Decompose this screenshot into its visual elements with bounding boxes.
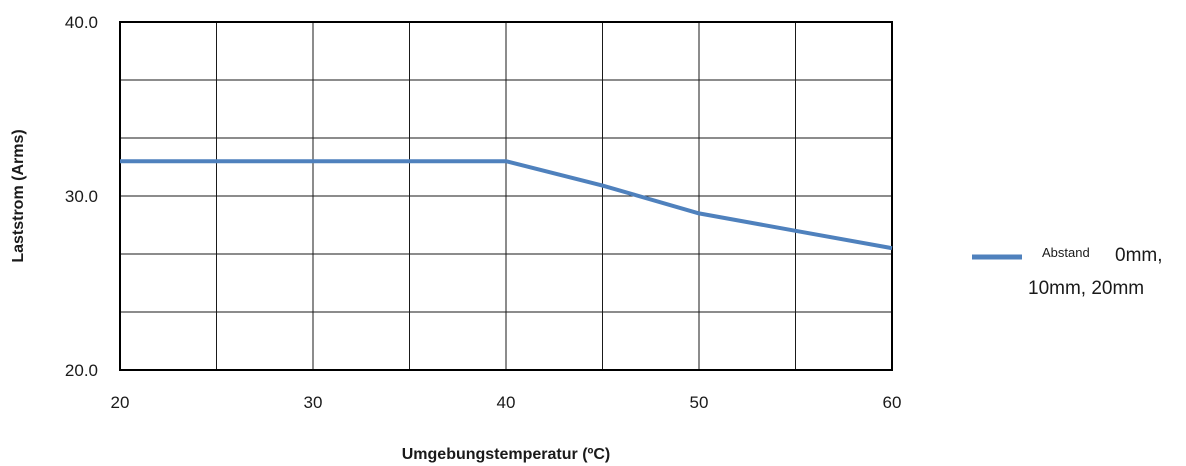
legend-label-part-1: Abstand xyxy=(1042,245,1090,260)
grid xyxy=(120,22,892,370)
y-axis-tick-labels: 20.0 30.0 40.0 xyxy=(65,13,98,380)
y-tick-label: 20.0 xyxy=(65,361,98,380)
y-tick-label: 30.0 xyxy=(65,187,98,206)
legend-label-part-2: 0mm, xyxy=(1115,245,1163,266)
series-layer xyxy=(120,159,893,251)
x-tick-label: 30 xyxy=(304,393,323,412)
x-tick-label: 40 xyxy=(497,393,516,412)
series-line-0 xyxy=(120,159,893,251)
legend-label-part-3: 10mm, 20mm xyxy=(1028,278,1144,299)
y-axis-title: Laststrom (Arms) xyxy=(10,129,27,262)
y-tick-label: 40.0 xyxy=(65,13,98,32)
x-axis-title: Umgebungstemperatur (ºC) xyxy=(402,446,611,463)
x-tick-label: 20 xyxy=(111,393,130,412)
x-tick-label: 50 xyxy=(690,393,709,412)
x-tick-label: 60 xyxy=(883,393,902,412)
x-axis-tick-labels: 20 30 40 50 60 xyxy=(111,393,902,412)
plot-area-frame xyxy=(119,21,893,371)
legend: Abstand 0mm, 10mm, 20mm xyxy=(972,245,1163,299)
